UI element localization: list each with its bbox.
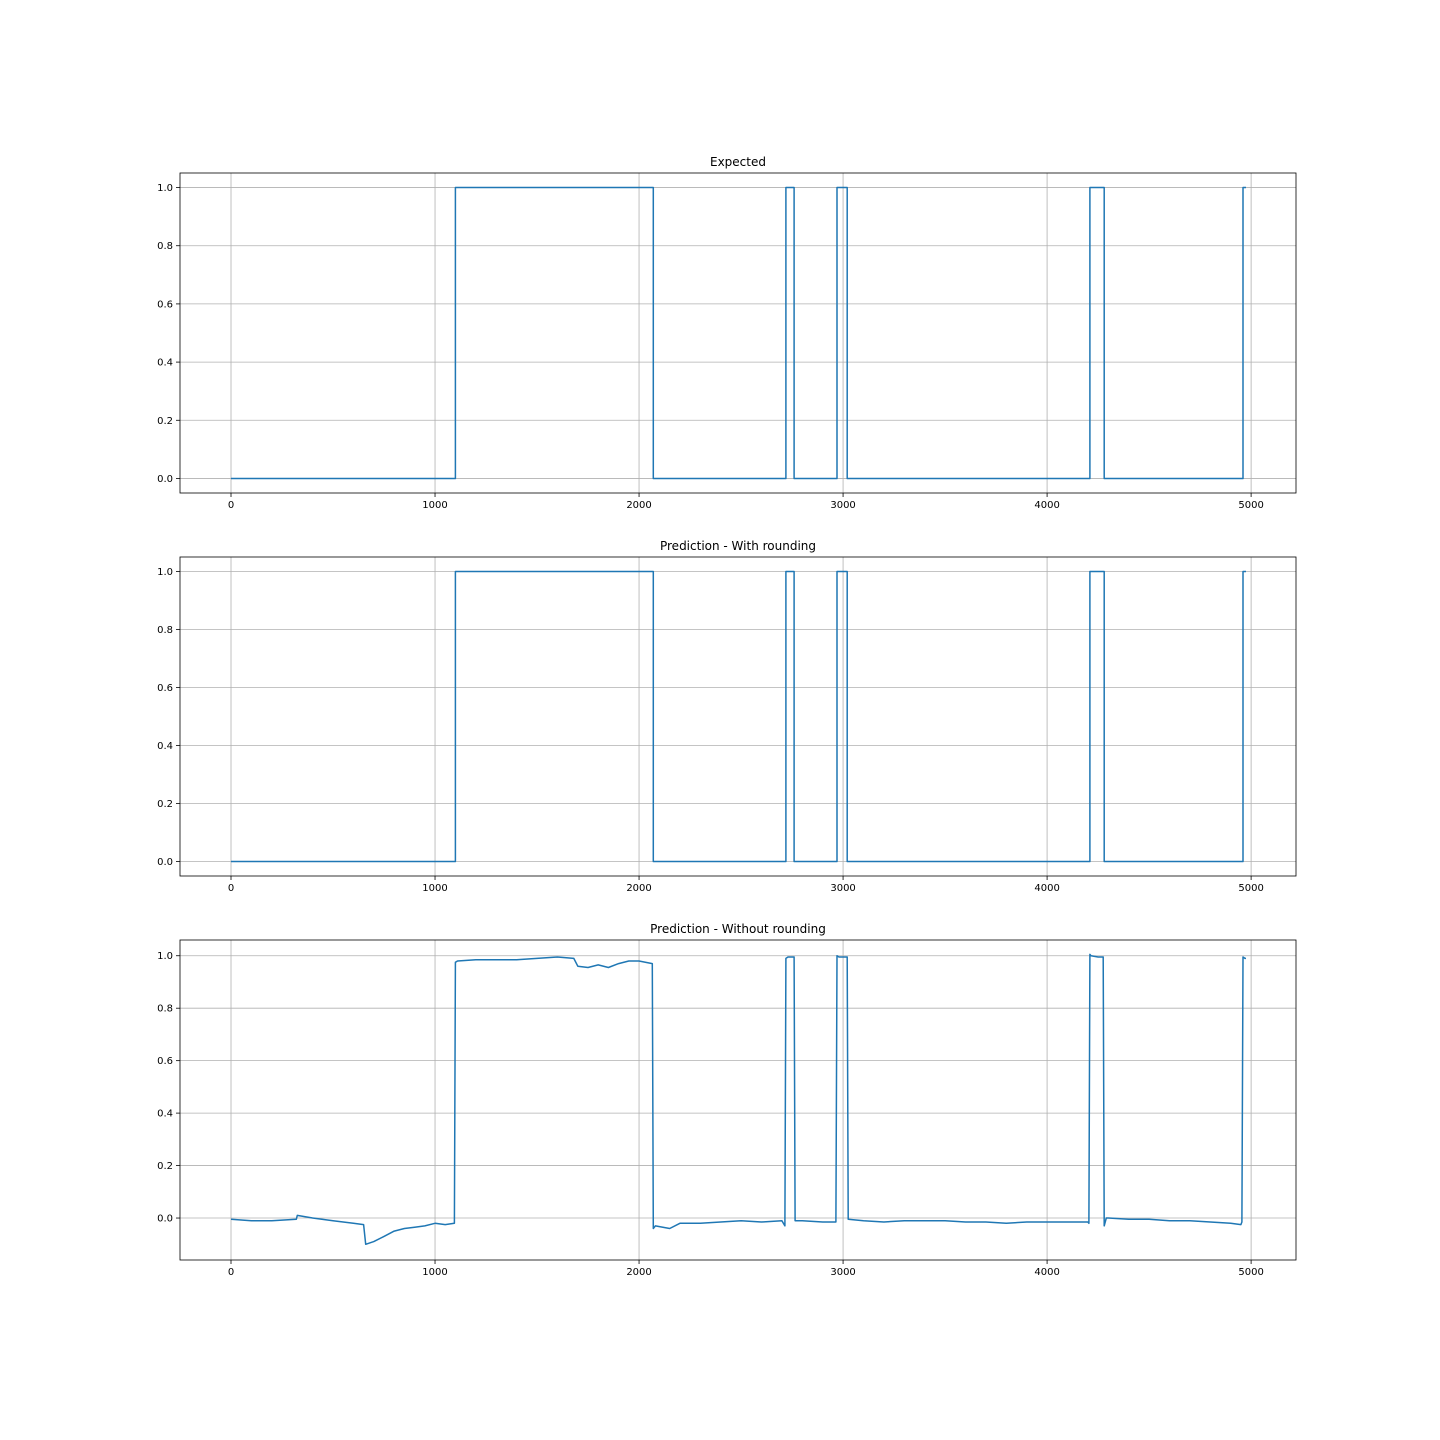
data-series-line	[230, 953, 1246, 1246]
y-tick-label: 0.6	[157, 1056, 173, 1067]
subplot-3: 0 1000 2000 3000 4000 5000 0.0 0.2 0.4 0.6 0.8 1.0 P…	[157, 922, 1297, 1278]
x-tick-label: 1000	[422, 1267, 447, 1278]
y-tick-label: 0.4	[157, 741, 173, 752]
y-tick-label: 1.0	[157, 567, 173, 578]
x-tick-label: 0	[228, 500, 234, 511]
x-tick-label: 0	[228, 1267, 234, 1278]
x-tick-label: 3000	[830, 1267, 855, 1278]
axes-container: 0 1000 2000 3000 4000 5000 0.0 0.2 0.4 0.6 0.8 1.0 E…	[157, 155, 1297, 1278]
x-tick-label: 1000	[422, 500, 447, 511]
x-tick-label: 3000	[830, 883, 855, 894]
y-tick-label: 0.2	[157, 799, 173, 810]
x-tick-label: 2000	[626, 500, 651, 511]
y-tick-label: 0.0	[157, 474, 173, 485]
y-tick-label: 0.6	[157, 299, 173, 310]
x-tick-label: 4000	[1034, 1267, 1059, 1278]
y-tick-label: 0.8	[157, 1004, 173, 1015]
x-tick-label: 0	[228, 883, 234, 894]
x-tick-label: 2000	[626, 1267, 651, 1278]
y-tick-label: 0.8	[157, 625, 173, 636]
y-tick-label: 0.8	[157, 241, 173, 252]
x-tick-label: 5000	[1238, 1267, 1263, 1278]
x-tick-label: 5000	[1238, 500, 1263, 511]
x-tick-label: 4000	[1034, 500, 1059, 511]
x-tick-label: 3000	[830, 500, 855, 511]
subplot-2: 0 1000 2000 3000 4000 5000 0.0 0.2 0.4 0.6 0.8 1.0 P…	[157, 539, 1297, 894]
x-tick-label: 1000	[422, 883, 447, 894]
y-tick-label: 0.6	[157, 683, 173, 694]
y-tick-label: 1.0	[157, 183, 173, 194]
axes-frame	[179, 556, 1297, 877]
x-tick-label: 2000	[626, 883, 651, 894]
axes-frame	[179, 172, 1297, 494]
axes-frame	[179, 939, 1297, 1261]
subplot-title: Prediction - Without rounding	[650, 922, 826, 936]
x-tick-label: 4000	[1034, 883, 1059, 894]
y-tick-label: 0.0	[157, 857, 173, 868]
y-tick-label: 0.4	[157, 358, 173, 369]
y-tick-label: 1.0	[157, 951, 173, 962]
y-tick-label: 0.4	[157, 1109, 173, 1120]
x-tick-label: 5000	[1238, 883, 1263, 894]
y-tick-label: 0.2	[157, 416, 173, 427]
y-tick-label: 0.0	[157, 1214, 173, 1225]
subplot-title: Prediction - With rounding	[660, 539, 816, 553]
subplot-1: 0 1000 2000 3000 4000 5000 0.0 0.2 0.4 0.6 0.8 1.0 E…	[157, 155, 1297, 511]
data-series-line	[231, 570, 1246, 863]
subplot-title: Expected	[710, 155, 766, 169]
data-series-line	[231, 186, 1246, 480]
y-tick-label: 0.2	[157, 1161, 173, 1172]
